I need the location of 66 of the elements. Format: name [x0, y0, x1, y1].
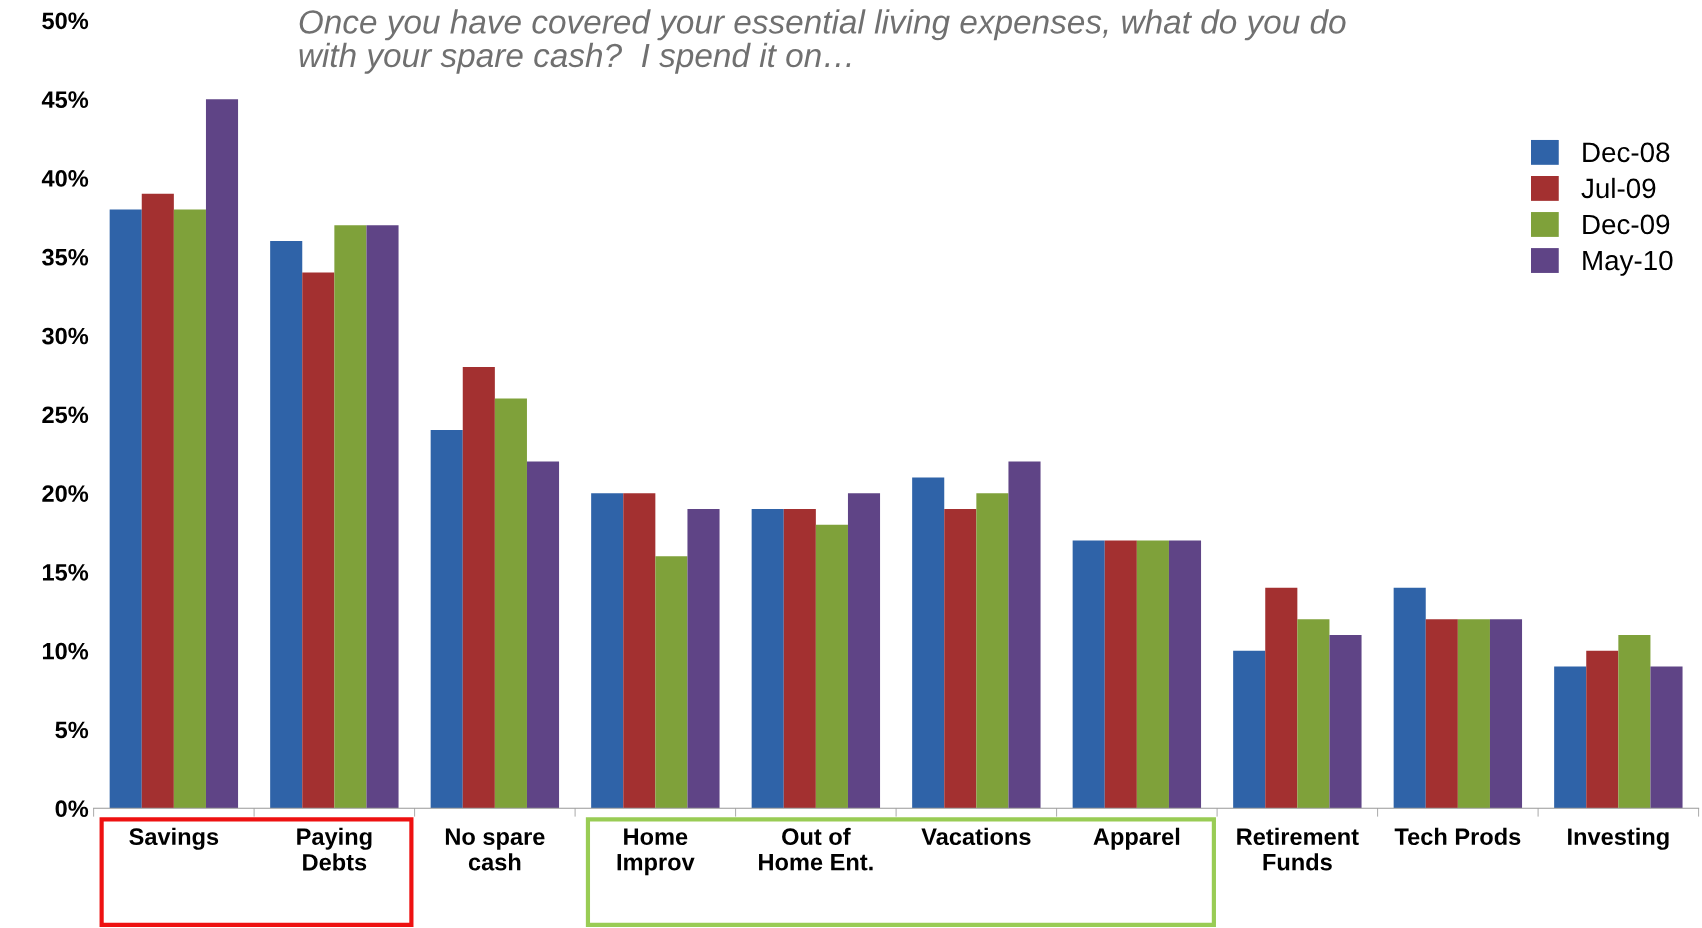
x-tick-label: Paying Debts — [297, 827, 372, 871]
bar — [1586, 650, 1619, 809]
y-tick-label: 30% — [42, 327, 89, 345]
bar — [912, 477, 945, 809]
bar — [1168, 540, 1202, 809]
legend-label: Dec-09 — [1583, 214, 1670, 235]
bar — [430, 430, 463, 809]
y-tick-label: 50% — [42, 12, 89, 30]
y-tick-label: 15% — [42, 564, 89, 581]
bar — [1393, 587, 1426, 809]
bar — [623, 493, 656, 809]
bar — [1104, 540, 1137, 809]
bar — [1329, 634, 1362, 809]
legend-label: Dec-08 — [1583, 142, 1670, 163]
x-tick-label: Apparel — [1093, 827, 1180, 850]
bar — [1554, 666, 1587, 809]
y-tick-label: 25% — [42, 406, 89, 424]
x-tick-label: Retirement Funds — [1237, 827, 1359, 871]
legend-label: May-10 — [1583, 250, 1673, 276]
bar — [1136, 540, 1169, 809]
x-tick-label: Savings — [129, 827, 219, 850]
bar — [494, 398, 527, 809]
bar — [1618, 634, 1651, 809]
bar — [1650, 666, 1683, 809]
bar — [366, 225, 399, 809]
x-tick-label: Out of Home Ent. — [759, 827, 873, 871]
bar — [173, 209, 206, 809]
bar — [1233, 650, 1266, 809]
bar — [302, 272, 335, 809]
y-tick-label: 20% — [42, 485, 89, 502]
bar — [847, 493, 881, 809]
y-tick-label: 40% — [41, 170, 89, 187]
bar — [1265, 587, 1298, 809]
bar — [783, 508, 816, 809]
bar — [1489, 619, 1523, 809]
x-tick-label: No spare cash — [445, 828, 545, 871]
bar — [976, 493, 1009, 809]
chart-title: Once you have covered your essential living expenses, what do you do with your spare cash? I spend it on… — [299, 9, 1346, 74]
legend-label: Jul-09 — [1581, 177, 1656, 199]
bar — [526, 461, 560, 809]
bar — [334, 225, 367, 809]
bar — [141, 193, 174, 809]
bar — [815, 524, 848, 809]
x-tick-label: Home Improv — [617, 828, 695, 876]
bar — [591, 493, 624, 809]
bar — [109, 209, 142, 809]
x-tick-label: Investing — [1568, 827, 1669, 850]
bar — [655, 556, 688, 809]
x-tick-label: Vacations — [921, 827, 1031, 846]
bar — [1425, 619, 1458, 809]
bar — [1297, 619, 1330, 809]
y-tick-label: 10% — [42, 642, 89, 660]
bar — [205, 99, 239, 809]
x-tick-label: Tech Prods — [1394, 827, 1521, 846]
y-tick-label: 45% — [41, 91, 89, 108]
bar — [1072, 540, 1105, 809]
bar — [1008, 461, 1041, 809]
bar — [462, 367, 495, 809]
bar — [1457, 619, 1490, 809]
y-tick-label: 35% — [42, 248, 89, 266]
bar — [944, 508, 977, 809]
y-tick-label: 0% — [55, 800, 89, 818]
bar — [751, 508, 784, 809]
y-tick-label: 5% — [55, 721, 89, 739]
bar — [687, 508, 720, 809]
bar — [270, 241, 303, 809]
